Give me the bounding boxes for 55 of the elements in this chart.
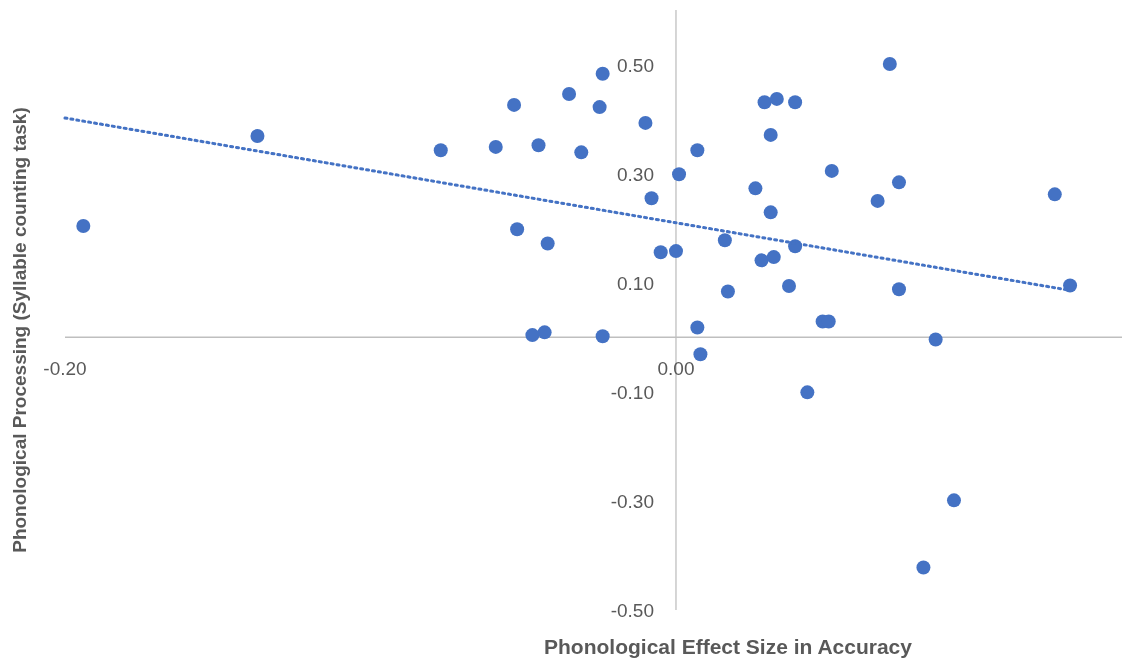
point <box>250 129 265 143</box>
point <box>720 284 735 299</box>
point <box>1063 278 1078 293</box>
point <box>891 282 906 297</box>
x-axis-title: Phonological Effect Size in Accuracy <box>544 635 913 658</box>
point <box>531 138 546 153</box>
point <box>748 181 763 196</box>
point <box>800 385 815 400</box>
point <box>525 328 540 343</box>
point <box>766 250 781 265</box>
point <box>763 205 778 220</box>
point <box>537 325 552 340</box>
y-axis-title: Phonological Processing (Syllable counting task) <box>9 107 30 553</box>
y-tick-label: -0.30 <box>610 490 654 512</box>
point <box>788 95 803 110</box>
y-tick-label: -0.50 <box>610 600 654 621</box>
point <box>595 66 610 81</box>
point <box>882 57 897 71</box>
point <box>1047 187 1062 202</box>
point <box>717 233 732 248</box>
point <box>754 253 769 268</box>
point <box>653 245 668 260</box>
point <box>946 493 961 508</box>
point <box>574 145 589 160</box>
point <box>690 320 705 335</box>
x-tick-label: 0.00 <box>657 358 695 380</box>
point <box>488 139 503 154</box>
y-tick-label: 0.10 <box>617 272 654 294</box>
point <box>916 560 931 575</box>
point <box>638 115 653 130</box>
y-tick-label: 0.30 <box>617 163 654 185</box>
point <box>592 100 607 115</box>
point <box>595 329 610 344</box>
point <box>690 143 705 158</box>
point <box>507 97 522 112</box>
y-tick-label: -0.10 <box>610 381 654 403</box>
point <box>782 279 797 293</box>
point <box>824 163 839 178</box>
x-tick-label: -0.20 <box>43 358 87 380</box>
point <box>644 191 659 206</box>
point <box>870 193 885 208</box>
point <box>540 236 555 251</box>
point <box>672 167 687 182</box>
point <box>562 87 577 101</box>
point <box>891 175 906 190</box>
point <box>928 332 943 347</box>
point <box>757 95 772 110</box>
point <box>668 244 683 259</box>
point <box>76 219 91 233</box>
y-tick-label: 0.50 <box>617 54 654 76</box>
point <box>433 143 448 158</box>
point <box>769 91 784 106</box>
point <box>763 127 778 142</box>
point <box>693 347 708 362</box>
point <box>510 222 525 237</box>
